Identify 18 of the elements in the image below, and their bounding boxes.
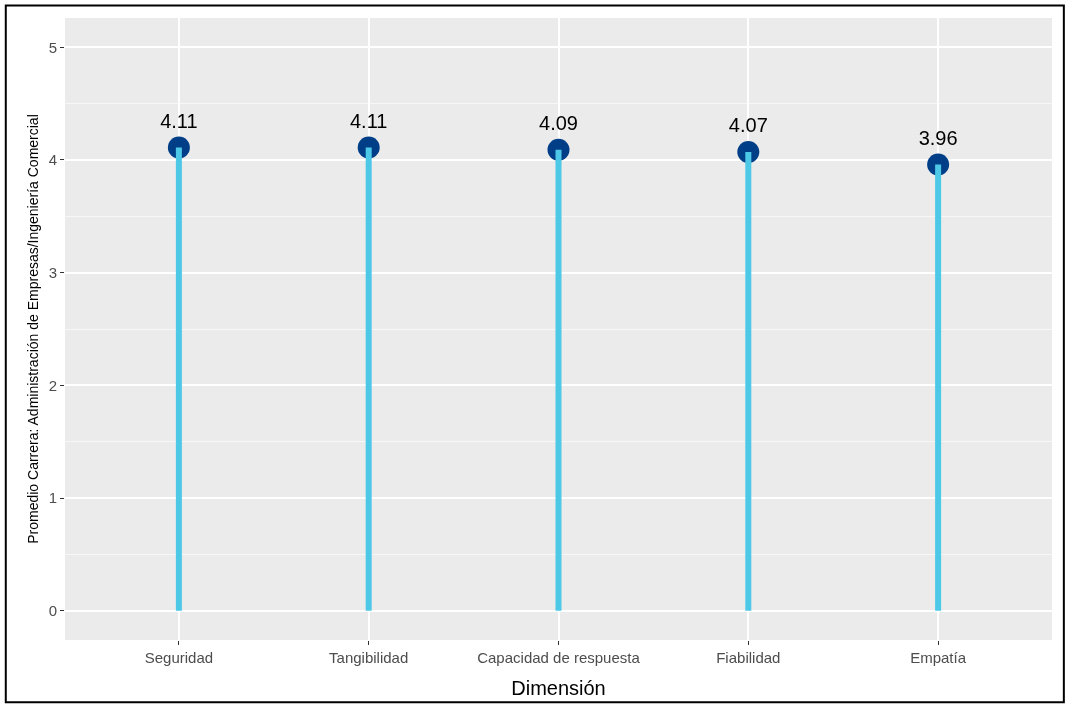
x-tick-label: Fiabilidad [716,649,781,666]
x-tick-label: Empatía [910,649,967,666]
y-tick-label: 4 [48,151,57,169]
y-tick-label: 3 [48,263,57,281]
y-tick-label: 0 [48,601,57,619]
x-tick-label: Tangibilidad [329,649,409,666]
data-label: 4.11 [160,109,198,132]
y-tick-label: 5 [48,38,57,56]
x-tick-label: Seguridad [144,649,214,666]
data-label: 4.07 [728,114,768,137]
y-tick-label: 2 [48,376,57,394]
x-tick-label: Capacidad de respuesta [477,649,641,666]
y-axis-title: Promedio Carrera: Administración de Empresas/Ingeniería Comercial [25,114,42,544]
data-label: 4.09 [539,112,578,135]
data-label: 4.11 [349,109,388,132]
x-axis-title: Dimensión [511,676,606,699]
data-label: 3.96 [918,126,958,149]
y-tick-label: 1 [48,489,57,507]
